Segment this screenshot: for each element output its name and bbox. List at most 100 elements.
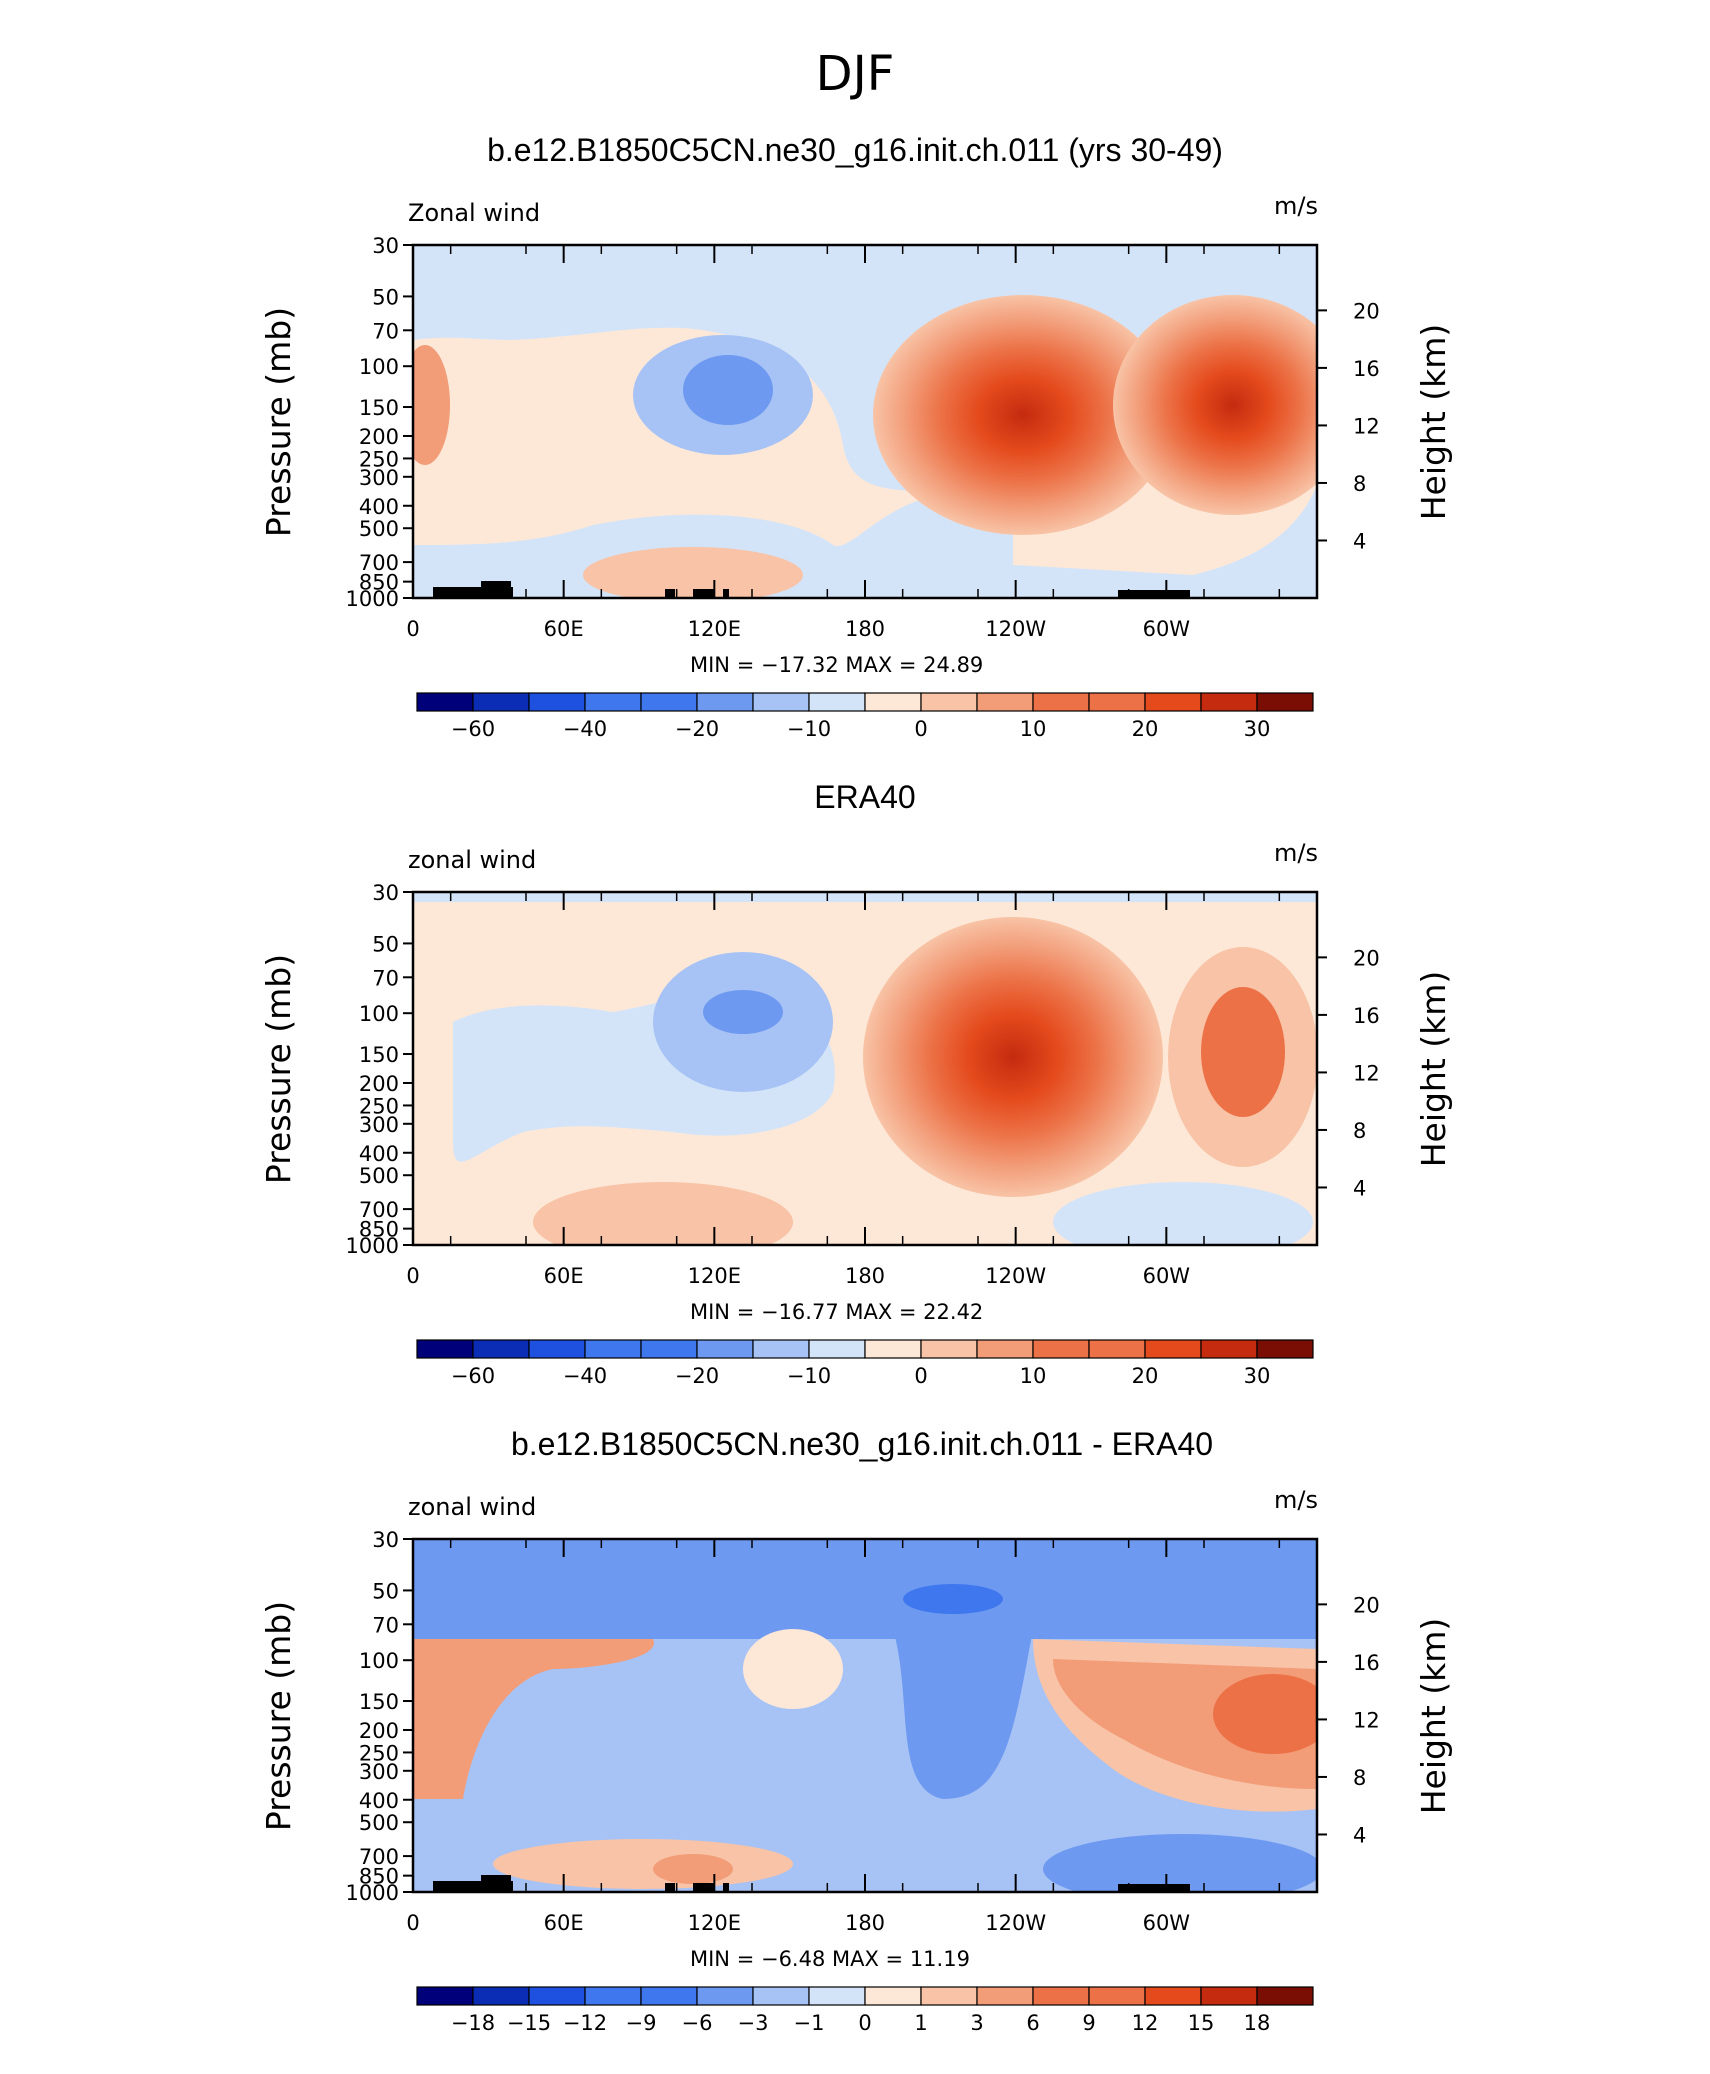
lon-tick-label: 120W [985,1911,1046,1935]
height-tick-label: 4 [1353,1176,1366,1200]
pressure-tick-label: 850 [359,1865,399,1889]
colorbar-swatch [472,1339,530,1359]
colorbar-label: −20 [675,1364,719,1388]
pressure-tick-label: 100 [359,355,399,379]
y-axis-title-right: Height (km) [1414,1618,1453,1815]
colorbar-label: 10 [1020,1364,1047,1388]
colorbar-swatch [920,1339,978,1359]
colorbar-swatch [1032,1986,1090,2006]
height-tick-label: 20 [1353,299,1380,323]
field-contour-positive [653,1854,733,1884]
colorbar-swatch [1088,692,1146,712]
colorbar-swatch [1088,1339,1146,1359]
height-tick-label: 4 [1353,529,1366,553]
colorbar-label: −10 [787,717,831,741]
pressure-tick-label: 30 [372,1528,399,1552]
colorbar-swatch [640,692,698,712]
pressure-tick-label: 500 [359,1164,399,1188]
colorbar-swatch [976,692,1034,712]
height-tick-label: 8 [1353,1119,1366,1143]
pressure-tick-label: 400 [359,1789,399,1813]
pressure-tick-label: 300 [359,1113,399,1137]
colorbar-swatch [640,1339,698,1359]
min-max-readout: MIN = −6.48 MAX = 11.19 [690,1947,970,1971]
topography [1118,590,1190,598]
colorbar-swatch [1144,1339,1202,1359]
colorbar-swatch [864,1986,922,2006]
lon-tick-label: 180 [845,1911,885,1935]
lon-tick-label: 0 [406,1264,419,1288]
pressure-tick-label: 200 [359,1072,399,1096]
field-contour-positive [583,547,803,598]
field-contour-positive [1213,1674,1317,1754]
topography [433,587,513,598]
colorbar-swatch [1256,692,1314,712]
height-tick-label: 12 [1353,414,1380,438]
pressure-tick-label: 300 [359,466,399,490]
colorbar-swatch [752,1986,810,2006]
pressure-tick-label: 500 [359,1811,399,1835]
colorbar-swatch [752,1339,810,1359]
colorbar-label: −40 [563,717,607,741]
units-label: m/s [1274,192,1318,220]
colorbar-label: 3 [970,2011,983,2035]
pressure-tick-label: 300 [359,1760,399,1784]
field-contour-negative [1053,1182,1313,1245]
colorbar-label: −10 [787,1364,831,1388]
colorbar-swatch [1032,692,1090,712]
colorbar-label: 10 [1020,717,1047,741]
pressure-tick-label: 200 [359,1719,399,1743]
field-contour-negative [703,990,783,1034]
lon-tick-label: 60W [1143,1911,1191,1935]
height-tick-label: 16 [1353,1651,1380,1675]
topography [665,1883,675,1892]
height-tick-label: 20 [1353,1593,1380,1617]
y-axis-title-right: Height (km) [1414,324,1453,521]
units-label: m/s [1274,1486,1318,1514]
colorbar-swatch [808,1986,866,2006]
colorbar-swatch [1256,1339,1314,1359]
colorbar-label: 6 [1026,2011,1039,2035]
field-contour-negative [1043,1834,1317,1892]
colorbar-swatch [752,692,810,712]
colorbar-swatch [1200,1986,1258,2006]
lon-tick-label: 60W [1143,617,1191,641]
lon-tick-label: 120E [688,1911,741,1935]
colorbar-label: −20 [675,717,719,741]
panel-model: b.e12.B1850C5CN.ne30_g16.init.ch.011 (yr… [259,132,1453,741]
pressure-tick-label: 850 [359,571,399,595]
colorbar-swatch [976,1339,1034,1359]
lon-tick-label: 120W [985,617,1046,641]
panel-title: b.e12.B1850C5CN.ne30_g16.init.ch.011 (yr… [487,132,1223,168]
figure-title: DJF [816,46,895,102]
colorbar-label: 30 [1244,1364,1271,1388]
colorbar-swatch [920,692,978,712]
panel-title: ERA40 [814,779,915,815]
field-contour-positive [413,345,450,465]
colorbar-swatch [696,1339,754,1359]
colorbar-swatch [1200,1339,1258,1359]
colorbar-label: 18 [1244,2011,1271,2035]
colorbar-label: −6 [682,2011,713,2035]
pressure-tick-label: 30 [372,881,399,905]
colorbar-label: 15 [1188,2011,1215,2035]
colorbar-swatch [584,1339,642,1359]
y-axis-title-right: Height (km) [1414,971,1453,1168]
colorbar-swatch [864,1339,922,1359]
lon-tick-label: 180 [845,1264,885,1288]
height-tick-label: 8 [1353,472,1366,496]
panel-title: b.e12.B1850C5CN.ne30_g16.init.ch.011 - E… [511,1426,1213,1462]
variable-label: Zonal wind [408,199,540,227]
pressure-tick-label: 250 [359,1741,399,1765]
topography [693,589,715,598]
pressure-tick-label: 700 [359,1198,399,1222]
units-label: m/s [1274,839,1318,867]
field-contour-positive [493,1839,793,1889]
colorbar-label: −3 [738,2011,769,2035]
field-contour-jet [863,917,1163,1197]
pressure-tick-label: 50 [372,285,399,309]
panel-obs: ERA40 zonal wind m/s 3050701001502002503… [259,779,1453,1388]
